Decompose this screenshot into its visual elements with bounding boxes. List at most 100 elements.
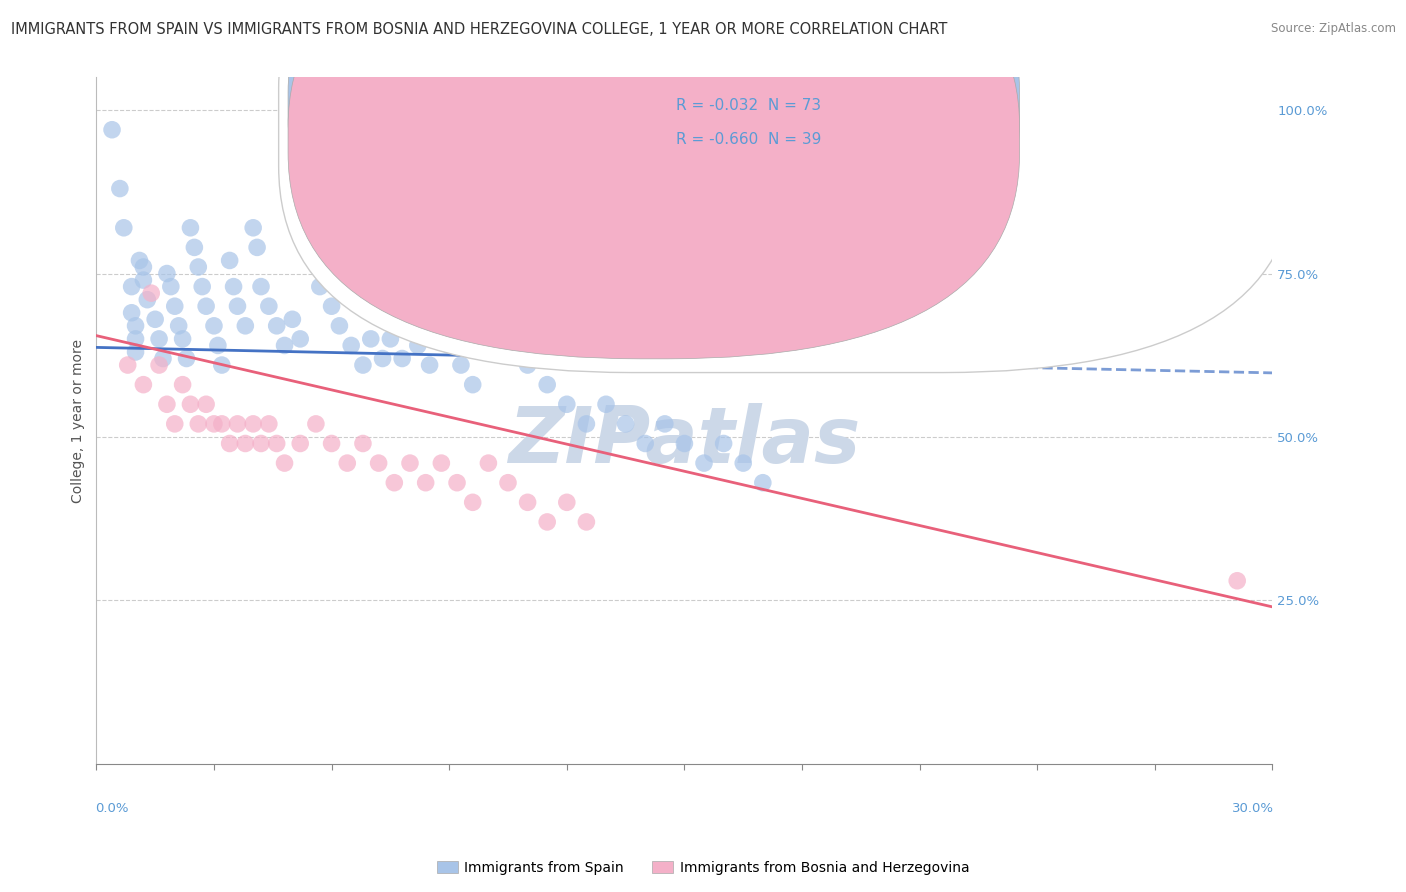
Point [399,318,422,333]
Point [152,351,174,366]
Text: R = -0.660  N = 39: R = -0.660 N = 39 [676,132,821,147]
Point [211,358,233,372]
Point [112,220,135,235]
Point [187,417,209,431]
Point [496,475,519,490]
FancyBboxPatch shape [288,0,1019,325]
Point [143,312,166,326]
Point [1136,312,1159,326]
Point [233,318,256,333]
Point [371,351,394,366]
Point [176,351,198,366]
Point [242,417,264,431]
Point [246,240,269,254]
Point [179,220,201,235]
Point [160,279,183,293]
Point [321,436,343,450]
Y-axis label: College, 1 year or more: College, 1 year or more [72,339,86,502]
Point [301,240,323,254]
Point [360,332,382,346]
Point [226,299,249,313]
Point [202,417,225,431]
Point [195,397,218,411]
Legend: R = -0.032  N = 73, R = -0.660  N = 39: R = -0.032 N = 73, R = -0.660 N = 39 [754,92,948,153]
Point [752,475,775,490]
Point [121,279,143,293]
Point [101,122,124,136]
Point [128,253,150,268]
Point [391,351,413,366]
Point [575,417,598,431]
Point [156,267,179,281]
Point [124,318,146,333]
Point [191,279,214,293]
Point [477,318,499,333]
Point [446,475,468,490]
Point [257,299,280,313]
Point [108,181,131,195]
Point [132,377,155,392]
Point [156,397,179,411]
Point [132,273,155,287]
Point [207,338,229,352]
Point [634,436,657,450]
Text: ZIPatlas: ZIPatlas [509,403,860,479]
Point [226,417,249,431]
Point [406,338,429,352]
Point [328,318,350,333]
Point [281,312,304,326]
Point [536,377,558,392]
Point [308,279,330,293]
Point [614,417,637,431]
Point [382,475,405,490]
Text: 30.0%: 30.0% [1232,802,1274,814]
Point [222,279,245,293]
Point [290,436,312,450]
Text: R = -0.032  N = 73: R = -0.032 N = 73 [676,98,821,113]
Point [136,293,159,307]
Text: 0.0%: 0.0% [96,802,129,814]
Point [183,240,205,254]
Point [1062,247,1084,261]
Legend: Immigrants from Spain, Immigrants from Bosnia and Herzegovina: Immigrants from Spain, Immigrants from B… [432,855,974,880]
Point [250,436,273,450]
Point [450,358,472,372]
Point [437,338,460,352]
Point [218,436,240,450]
Point [187,260,209,274]
Point [654,417,676,431]
Point [266,436,288,450]
Point [555,397,578,411]
Point [148,358,170,372]
Point [124,345,146,359]
Point [461,377,484,392]
Point [321,299,343,313]
Point [516,358,538,372]
Point [595,397,617,411]
Point [163,417,186,431]
Point [273,338,295,352]
Point [141,286,163,301]
Point [461,495,484,509]
Point [202,318,225,333]
Point [340,338,363,352]
Point [430,456,453,470]
FancyBboxPatch shape [288,0,1019,359]
Point [536,515,558,529]
Point [352,358,374,372]
Point [132,260,155,274]
Point [575,515,598,529]
Point [477,456,499,470]
Point [172,332,194,346]
Point [179,397,201,411]
Point [163,299,186,313]
Point [148,332,170,346]
Point [211,417,233,431]
FancyBboxPatch shape [278,0,1296,373]
Point [336,456,359,470]
Point [352,436,374,450]
Point [380,332,402,346]
Point [1226,574,1249,588]
Point [419,358,441,372]
Point [266,318,288,333]
